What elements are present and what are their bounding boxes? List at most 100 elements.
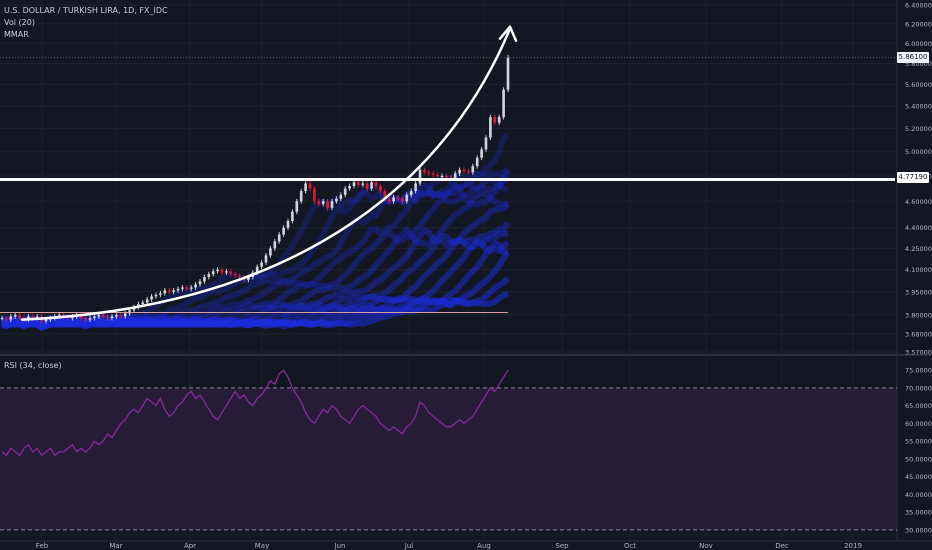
price-tick-label: 3.95000	[905, 288, 932, 296]
candle-body	[361, 183, 365, 185]
rsi-indicator-label[interactable]: RSI (34, close)	[4, 361, 62, 370]
candle-body	[119, 314, 123, 317]
mmar-ribbon	[0, 133, 511, 332]
candle-body	[348, 186, 351, 189]
candle-body	[128, 310, 131, 314]
candle-body	[330, 201, 334, 208]
current-price-tag: 5.86100	[897, 52, 929, 63]
rsi-tick-label: 70.0000	[905, 384, 932, 392]
candle-body	[387, 198, 391, 202]
candle-body	[238, 275, 241, 278]
candle-body	[436, 174, 439, 177]
rsi-tick-label: 40.0000	[905, 491, 932, 499]
trend-arrow-head	[498, 25, 518, 42]
candle-body	[458, 169, 461, 174]
candle-body	[304, 183, 307, 192]
rsi-tick-label: 35.0000	[905, 509, 932, 517]
candle-body	[145, 299, 149, 303]
mmar-ribbon-line	[0, 290, 510, 332]
candle-body	[27, 316, 30, 320]
candle-body	[405, 194, 409, 202]
price-tick-label: 3.57000	[905, 349, 932, 357]
candle-body	[484, 137, 488, 150]
price-tick-label: 4.10000	[905, 266, 932, 274]
candle-body	[5, 318, 8, 320]
horizontal-lines	[0, 56, 895, 314]
price-tick-label: 5.60000	[905, 81, 932, 89]
rsi-line	[1, 369, 509, 457]
horizontal-line-price-tag: 4.77190	[897, 172, 929, 183]
candle-body	[357, 182, 360, 185]
candle-body	[493, 117, 497, 123]
candle-body	[489, 117, 492, 138]
candle-body	[313, 188, 316, 202]
volume-indicator-label[interactable]: Vol (20)	[4, 18, 35, 27]
x-tick-label: Apr	[184, 542, 196, 550]
price-tick-label: 4.60000	[905, 198, 932, 206]
trend-arrow-curve	[20, 27, 512, 321]
candle-body	[172, 290, 175, 292]
candle-body	[141, 302, 145, 305]
candle-body	[343, 188, 347, 195]
x-tick-label: Aug	[477, 542, 491, 550]
mmar-indicator-label[interactable]: MMAR	[4, 30, 29, 39]
candle-body	[423, 169, 426, 173]
candle-body	[418, 169, 422, 184]
rsi-tick-label: 65.0000	[905, 402, 932, 410]
price-tick-label: 4.25000	[905, 245, 932, 253]
candle-body	[409, 191, 413, 195]
candle-body	[277, 234, 281, 242]
x-tick-label: 2019	[844, 542, 862, 550]
candle-body	[497, 117, 501, 123]
candle-body	[185, 287, 189, 289]
candle-body	[110, 316, 114, 319]
candle-body	[264, 255, 268, 263]
candle-body	[269, 248, 272, 256]
price-tick-label: 5.80000	[905, 60, 932, 68]
candle-body	[401, 198, 404, 202]
candle-body	[282, 227, 285, 235]
candle-body	[453, 173, 457, 179]
candle-body	[379, 186, 382, 192]
candle-body	[194, 284, 197, 288]
axis-labels: Feb Mar Apr May Jun Jul Aug Sep Oct Nov Dec 2019 6.4…	[36, 2, 932, 550]
candle-body	[286, 221, 290, 228]
rsi-tick-label: 55.0000	[905, 438, 932, 446]
candle-body	[308, 183, 312, 189]
candle-body	[502, 89, 505, 118]
x-tick-label: Jul	[404, 542, 414, 550]
candle-body	[181, 287, 184, 289]
candle-body	[440, 176, 444, 178]
candle-body	[88, 318, 92, 320]
candle-body	[163, 290, 167, 294]
x-tick-label: Nov	[699, 542, 713, 550]
rsi-tick-label: 50.0000	[905, 455, 932, 463]
rsi-band	[0, 387, 897, 530]
candle-body	[35, 316, 39, 319]
candle-body	[370, 182, 373, 189]
candle-body	[374, 182, 378, 187]
price-tick-label: 4.40000	[905, 224, 932, 232]
candle-body	[203, 277, 206, 282]
price-tick-label: 5.40000	[905, 102, 932, 110]
x-tick-label: Feb	[36, 542, 49, 550]
trend-arrow	[20, 25, 518, 321]
candle-body	[123, 313, 127, 317]
candle-body	[295, 201, 299, 212]
candle-body	[427, 172, 431, 174]
candle-body	[198, 281, 202, 285]
candle-body	[480, 149, 483, 158]
price-tick-label: 6.40000	[905, 2, 932, 10]
candle-body	[176, 288, 180, 291]
price-tick-label: 5.00000	[905, 148, 932, 156]
candle-body	[462, 169, 466, 172]
candle-body	[299, 191, 303, 202]
candle-body	[44, 319, 48, 322]
candle-body	[471, 166, 475, 173]
rsi-tick-label: 45.0000	[905, 473, 932, 481]
candle-body	[475, 157, 479, 167]
candle-body	[414, 183, 417, 192]
candle-body	[321, 201, 325, 204]
candle-body	[216, 269, 219, 272]
